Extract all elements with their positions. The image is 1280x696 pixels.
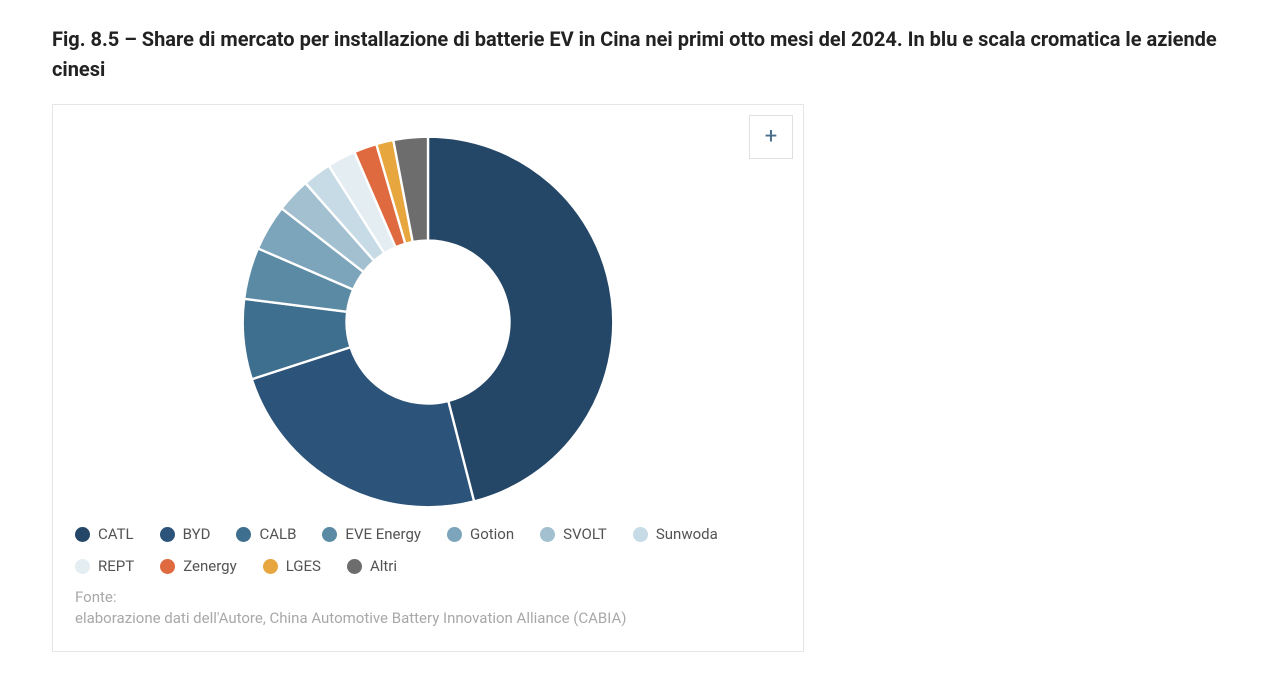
legend-item-label: Zenergy <box>183 557 237 575</box>
legend-dot-icon <box>447 527 462 542</box>
chart-source: Fonte: elaborazione dati dell'Autore, Ch… <box>71 575 785 629</box>
legend-item[interactable]: CALB <box>236 525 296 543</box>
legend-dot-icon <box>347 559 362 574</box>
legend-dot-icon <box>160 527 175 542</box>
donut-chart-container <box>71 123 785 517</box>
chart-card: + CATL BYD CALB EVE Energy Gotion SVOLT Sunwod… <box>52 104 804 652</box>
plus-icon: + <box>765 126 777 148</box>
legend-dot-icon <box>322 527 337 542</box>
donut-chart <box>233 127 623 517</box>
expand-button[interactable]: + <box>749 115 793 159</box>
legend-dot-icon <box>236 527 251 542</box>
legend-item[interactable]: Altri <box>347 557 397 575</box>
legend-item[interactable]: EVE Energy <box>322 525 421 543</box>
legend-item[interactable]: CATL <box>75 525 134 543</box>
legend-item[interactable]: LGES <box>263 557 321 575</box>
legend-item-label: CATL <box>98 525 134 543</box>
legend-dot-icon <box>160 559 175 574</box>
donut-slice[interactable] <box>252 347 474 507</box>
legend-item[interactable]: SVOLT <box>540 525 607 543</box>
legend-item-label: LGES <box>286 557 321 575</box>
source-text: elaborazione dati dell'Autore, China Aut… <box>75 609 627 627</box>
legend-item[interactable]: BYD <box>160 525 211 543</box>
legend-item-label: CALB <box>259 525 296 543</box>
legend-dot-icon <box>75 527 90 542</box>
legend-dot-icon <box>633 527 648 542</box>
legend-item-label: EVE Energy <box>345 525 421 543</box>
legend-item[interactable]: REPT <box>75 557 134 575</box>
legend-item[interactable]: Zenergy <box>160 557 237 575</box>
legend-item-label: Altri <box>370 557 397 575</box>
legend-item-label: Gotion <box>470 525 514 543</box>
legend-item-label: SVOLT <box>563 525 607 543</box>
legend-item[interactable]: Gotion <box>447 525 514 543</box>
legend-item-label: BYD <box>183 525 211 543</box>
legend-dot-icon <box>540 527 555 542</box>
source-label: Fonte: <box>75 588 116 606</box>
legend-item-label: REPT <box>98 557 134 575</box>
legend-item[interactable]: Sunwoda <box>633 525 718 543</box>
legend-item-label: Sunwoda <box>656 525 718 543</box>
chart-legend: CATL BYD CALB EVE Energy Gotion SVOLT Sunwoda R… <box>71 517 785 575</box>
legend-dot-icon <box>263 559 278 574</box>
page: Fig. 8.5 – Share di mercato per installa… <box>0 0 1280 676</box>
figure-title: Fig. 8.5 – Share di mercato per installa… <box>52 24 1228 84</box>
legend-dot-icon <box>75 559 90 574</box>
